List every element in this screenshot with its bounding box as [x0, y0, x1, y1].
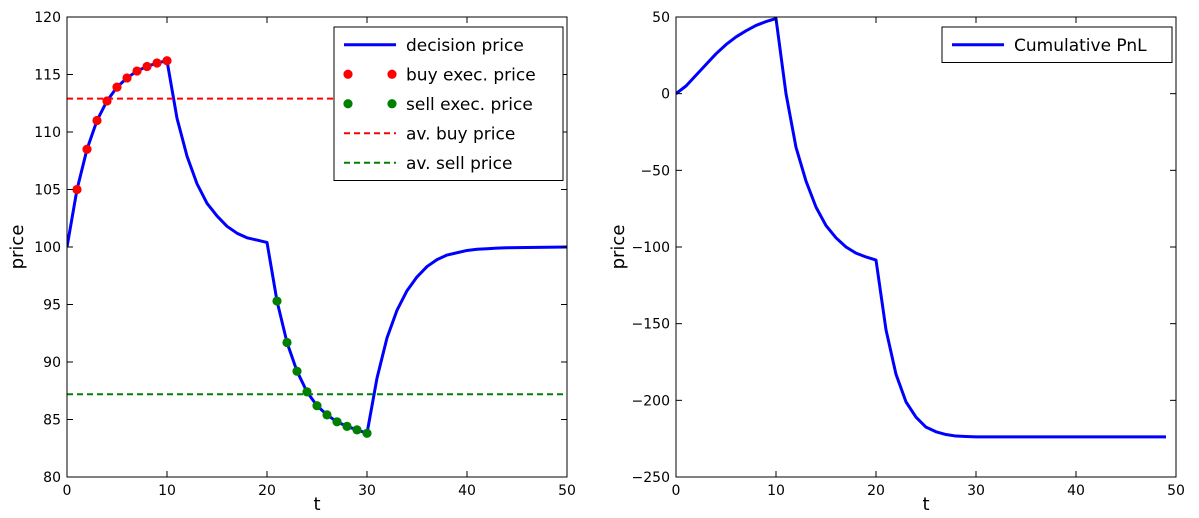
series-1-point — [132, 66, 142, 76]
x-tick-label: 10 — [158, 483, 176, 499]
plot-area — [67, 56, 567, 438]
series-1-point — [112, 82, 122, 92]
y-tick-label: 120 — [34, 10, 61, 26]
y-tick-label: 0 — [661, 87, 670, 103]
y-tick-label: −150 — [632, 317, 670, 333]
y-tick-label: −200 — [632, 393, 670, 409]
legend-entry-label: sell exec. price — [406, 95, 533, 115]
series-1-point — [142, 61, 152, 72]
legend: Cumulative PnL — [941, 26, 1173, 63]
series-2-point — [322, 410, 332, 420]
legend-marker — [387, 69, 397, 79]
series-1-point — [82, 144, 92, 154]
y-tick-label: 105 — [34, 183, 61, 199]
legend-marker — [343, 69, 353, 79]
legend-entry-label: Cumulative PnL — [1014, 36, 1147, 56]
x-tick-label: 0 — [63, 483, 72, 499]
y-tick-label: 95 — [43, 298, 61, 314]
axes-frame — [675, 16, 1177, 478]
x-tick-label: 20 — [258, 483, 276, 499]
series-2-point — [332, 417, 342, 427]
x-tick-label: 0 — [672, 483, 681, 499]
legend-box — [333, 26, 564, 181]
series-1-point — [122, 73, 132, 83]
series-2-point — [272, 296, 282, 306]
legend-entry-label: av. sell price — [406, 154, 512, 174]
y-tick-label: 90 — [43, 355, 61, 371]
y-tick-label: −100 — [632, 240, 670, 256]
legend-entry-label: decision price — [406, 36, 524, 56]
series-2-point — [302, 387, 312, 397]
legend-marker — [343, 99, 353, 109]
series-2-point — [312, 401, 322, 411]
y-tick-label: −250 — [632, 470, 670, 486]
x-tick-label: 20 — [867, 483, 885, 499]
y-axis-label: price — [608, 225, 629, 270]
series-2-point — [362, 428, 372, 438]
x-tick-label: 40 — [458, 483, 476, 499]
series-1-point — [162, 56, 172, 66]
y-tick-label: 80 — [43, 470, 61, 486]
legend-marker — [387, 99, 397, 109]
y-tick-label: 110 — [34, 125, 61, 141]
x-tick-label: 10 — [767, 483, 785, 499]
series-1-point — [152, 58, 162, 68]
y-tick-label: −50 — [640, 163, 670, 179]
y-tick-label: 115 — [34, 68, 61, 84]
series-2-point — [282, 337, 292, 348]
right-chart-cumulative-pnl: 0 10 20 30 40 50 −250 −200 −150 −100 −50 0 50 t price C… — [608, 10, 1185, 515]
series-0-line — [676, 17, 1166, 439]
legend: decision price buy exec. price sell exec. … — [333, 26, 564, 181]
y-tick-label: 100 — [34, 240, 61, 256]
x-tick-label: 30 — [967, 483, 985, 499]
x-tick-label: 50 — [558, 483, 576, 499]
series-2-point — [292, 366, 302, 376]
x-tick-label: 50 — [1167, 483, 1185, 499]
y-tick-label: 85 — [43, 413, 61, 429]
x-axis-label: t — [313, 494, 320, 515]
x-axis-label: t — [922, 494, 929, 515]
x-tick-label: 30 — [358, 483, 376, 499]
y-tick-label: 50 — [652, 10, 670, 26]
series-1-point — [102, 96, 112, 106]
series-1-point — [92, 115, 102, 126]
x-tick-label: 40 — [1067, 483, 1085, 499]
series-2-point — [352, 425, 362, 435]
plot-area — [676, 17, 1166, 439]
legend-entry-label: buy exec. price — [406, 65, 536, 85]
series-1-point — [72, 184, 82, 195]
legend-entry-label: av. buy price — [406, 124, 515, 144]
y-axis-label: price — [7, 225, 28, 270]
left-chart-price: 0 10 20 30 40 50 80 85 90 95 100 105 110 115 120 t price… — [7, 10, 576, 515]
series-2-point — [342, 421, 352, 431]
